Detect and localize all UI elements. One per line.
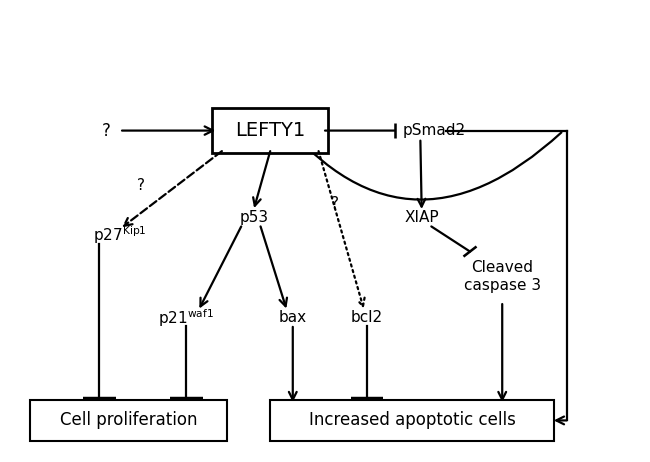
Text: pSmad2: pSmad2 — [402, 123, 465, 138]
FancyArrowPatch shape — [274, 109, 562, 200]
Text: ?: ? — [137, 178, 146, 193]
Text: Cleaved
caspase 3: Cleaved caspase 3 — [463, 260, 541, 293]
FancyBboxPatch shape — [212, 108, 328, 153]
Text: bcl2: bcl2 — [351, 310, 383, 325]
Text: XIAP: XIAP — [404, 210, 439, 225]
Text: p27$^{\mathregular{Kip1}}$: p27$^{\mathregular{Kip1}}$ — [93, 225, 147, 246]
Text: ?: ? — [101, 122, 111, 140]
Text: Increased apoptotic cells: Increased apoptotic cells — [309, 412, 515, 429]
Text: ?: ? — [331, 196, 339, 211]
FancyBboxPatch shape — [270, 400, 554, 441]
Text: Cell proliferation: Cell proliferation — [60, 412, 197, 429]
Text: bax: bax — [279, 310, 307, 325]
Text: LEFTY1: LEFTY1 — [235, 121, 306, 140]
Text: p21$^{\mathregular{waf1}}$: p21$^{\mathregular{waf1}}$ — [159, 307, 214, 328]
FancyBboxPatch shape — [30, 400, 227, 441]
Text: p53: p53 — [240, 210, 268, 225]
